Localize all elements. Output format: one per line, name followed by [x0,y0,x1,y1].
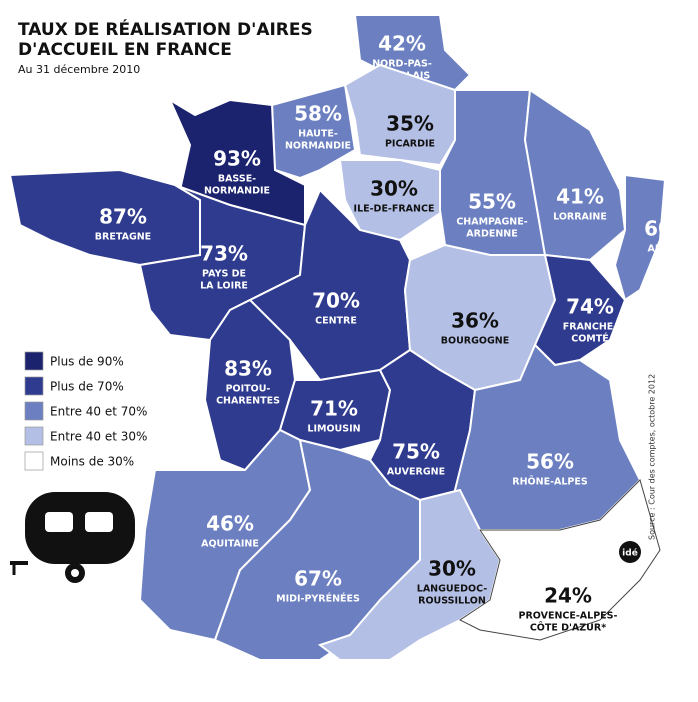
legend-label: Plus de 70% [50,380,124,394]
logo-circle [619,541,641,563]
region-value: 30% [428,557,476,581]
region-value: 75% [392,440,440,464]
region-name: BOURGOGNE [441,336,509,347]
region-value: 87% [99,205,147,229]
region-name: LIMOUSIN [307,424,360,435]
region [459,479,661,641]
regions: 42%NORD-PAS-DE-CALAIS35%PICARDIE58%HAUTE… [8,14,692,661]
region-name: LA LOIRE [200,281,248,292]
title-line: D'ACCUEIL EN FRANCE [18,40,232,60]
region-name: NORMANDIE [204,186,270,197]
legend-swatch [24,376,44,396]
region-value: 70% [312,289,360,313]
region-name: CENTRE [315,316,357,327]
region-name: HAUTE- [298,129,338,140]
region [613,173,667,302]
region-value: 60% [644,217,692,241]
region-name: RHÔNE-ALPES [512,476,588,488]
legend-swatch [24,426,44,446]
title-line: TAUX DE RÉALISATION D'AIRES [18,18,313,40]
region-value: 30% [370,177,418,201]
subtitle: Au 31 décembre 2010 [18,63,140,76]
region-value: 36% [451,309,499,333]
region-name: PAYS DE [202,269,246,280]
legend-swatch [24,451,44,471]
region-name: AQUITAINE [201,539,259,550]
region-value: 41% [556,185,604,209]
legend-label: Plus de 90% [50,355,124,369]
legend-label: Entre 40 et 70% [50,405,147,419]
legend-label: Entre 40 et 30% [50,430,147,444]
region-value: 58% [294,102,342,126]
region-name: POITOU- [226,384,271,395]
region-name: NORD-PAS- [372,59,432,70]
region-value: 56% [526,450,574,474]
source: Source : Cour des comptes, octobre 2012 [648,374,657,540]
region-name: ALSACE [647,244,688,255]
region-name: ILE-DE-FRANCE [354,204,435,215]
region-value: 67% [294,567,342,591]
region-value: 74% [566,295,614,319]
region [343,63,456,167]
region-name: COMTÉ [571,333,608,345]
region-name: ROUSSILLON [418,596,486,607]
region-name: PROVENCE-ALPES- [519,611,618,622]
legend-swatch [24,351,44,371]
region-name: AUVERGNE [387,467,445,478]
legend-swatch [24,401,44,421]
region-value: 24% [544,584,592,608]
region-value: 71% [310,397,358,421]
region [338,159,447,242]
legend: Plus de 90% Plus de 70% Entre 40 et 70% Ent… [24,351,147,471]
region-name: NORMANDIE [285,141,351,152]
region-name: PICARDIE [385,139,435,150]
region [167,97,306,227]
region-name: CHARENTES [216,396,280,407]
region-name: FRANCHE- [563,322,618,333]
region-value: 35% [386,112,434,136]
logo: idé [622,548,638,559]
region-value: 55% [468,190,516,214]
region-name: CHAMPAGNE- [456,217,527,228]
region-value: 93% [213,147,261,171]
region-value: 73% [200,242,248,266]
region-name: CÔTE D'AZUR* [530,622,606,634]
caravan-icon [10,492,135,583]
region-value: 83% [224,357,272,381]
region-name: ARDENNE [466,229,517,240]
region-name: BASSE- [218,174,256,185]
legend-label: Moins de 30% [50,455,134,469]
region-name: MIDI-PYRÉNÉES [276,593,360,605]
region-name: LANGUEDOC- [417,584,488,595]
region [523,88,627,262]
region-name: LORRAINE [553,212,607,223]
region-name: BRETAGNE [95,232,151,243]
region-value: 46% [206,512,254,536]
region-value: 42% [378,32,426,56]
